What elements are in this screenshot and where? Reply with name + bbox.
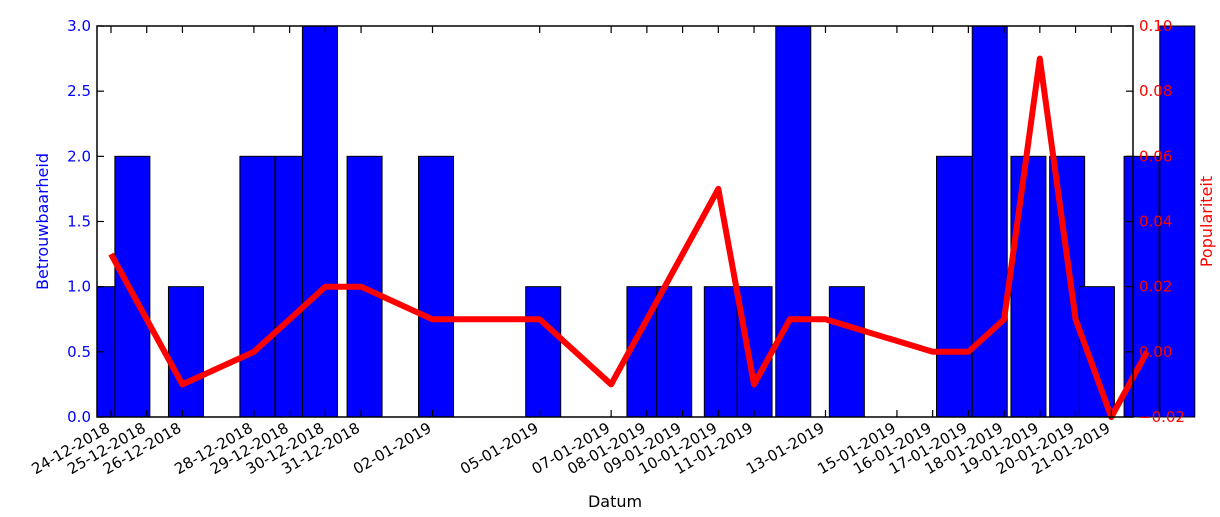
bar <box>828 286 865 418</box>
y-left-tick-label: 2.0 <box>67 147 91 165</box>
bar <box>1049 155 1086 418</box>
y-axis-right-label: Populariteit <box>1197 176 1216 267</box>
bar <box>1159 25 1196 418</box>
y-right-tick-label: 0.06 <box>1139 147 1172 165</box>
x-tick-label: 13-01-2019 <box>743 419 828 478</box>
y-left-tick-label: 0.5 <box>67 343 91 361</box>
bar <box>1010 155 1047 418</box>
y-left-tick-label: 3.0 <box>67 17 91 35</box>
bar <box>167 286 204 418</box>
y-left-tick-label: 2.5 <box>67 82 91 100</box>
y-axis-left-label: Betrouwbaarheid <box>33 153 52 290</box>
bar <box>525 286 562 418</box>
popularity-line <box>108 55 1150 420</box>
bars-layer <box>96 25 1196 418</box>
y-right-tick-label: 0.00 <box>1139 343 1172 361</box>
x-tick-label: 02-01-2019 <box>350 419 435 478</box>
bar <box>418 155 455 418</box>
y-right-tick-label: 0.10 <box>1139 17 1172 35</box>
y-right-tick-label: 0.04 <box>1139 213 1172 231</box>
line-layer <box>108 55 1150 420</box>
plot-frame <box>96 25 1134 418</box>
bar <box>936 155 973 418</box>
bar <box>971 25 1008 418</box>
bar <box>775 25 812 418</box>
x-axis-label: Datum <box>588 492 642 511</box>
bar <box>656 286 693 418</box>
y-left-tick-label: 1.0 <box>67 278 91 296</box>
x-tick-label: 05-01-2019 <box>457 419 542 478</box>
bar <box>703 286 740 418</box>
y-right-tick-label: −0.02 <box>1139 408 1185 426</box>
bar <box>239 155 276 418</box>
y-left-tick-label: 0.0 <box>67 408 91 426</box>
y-left-tick-label: 1.5 <box>67 213 91 231</box>
y-right-tick-label: 0.02 <box>1139 278 1172 296</box>
bar <box>114 155 151 418</box>
bar <box>301 25 338 418</box>
y-right-tick-label: 0.08 <box>1139 82 1172 100</box>
